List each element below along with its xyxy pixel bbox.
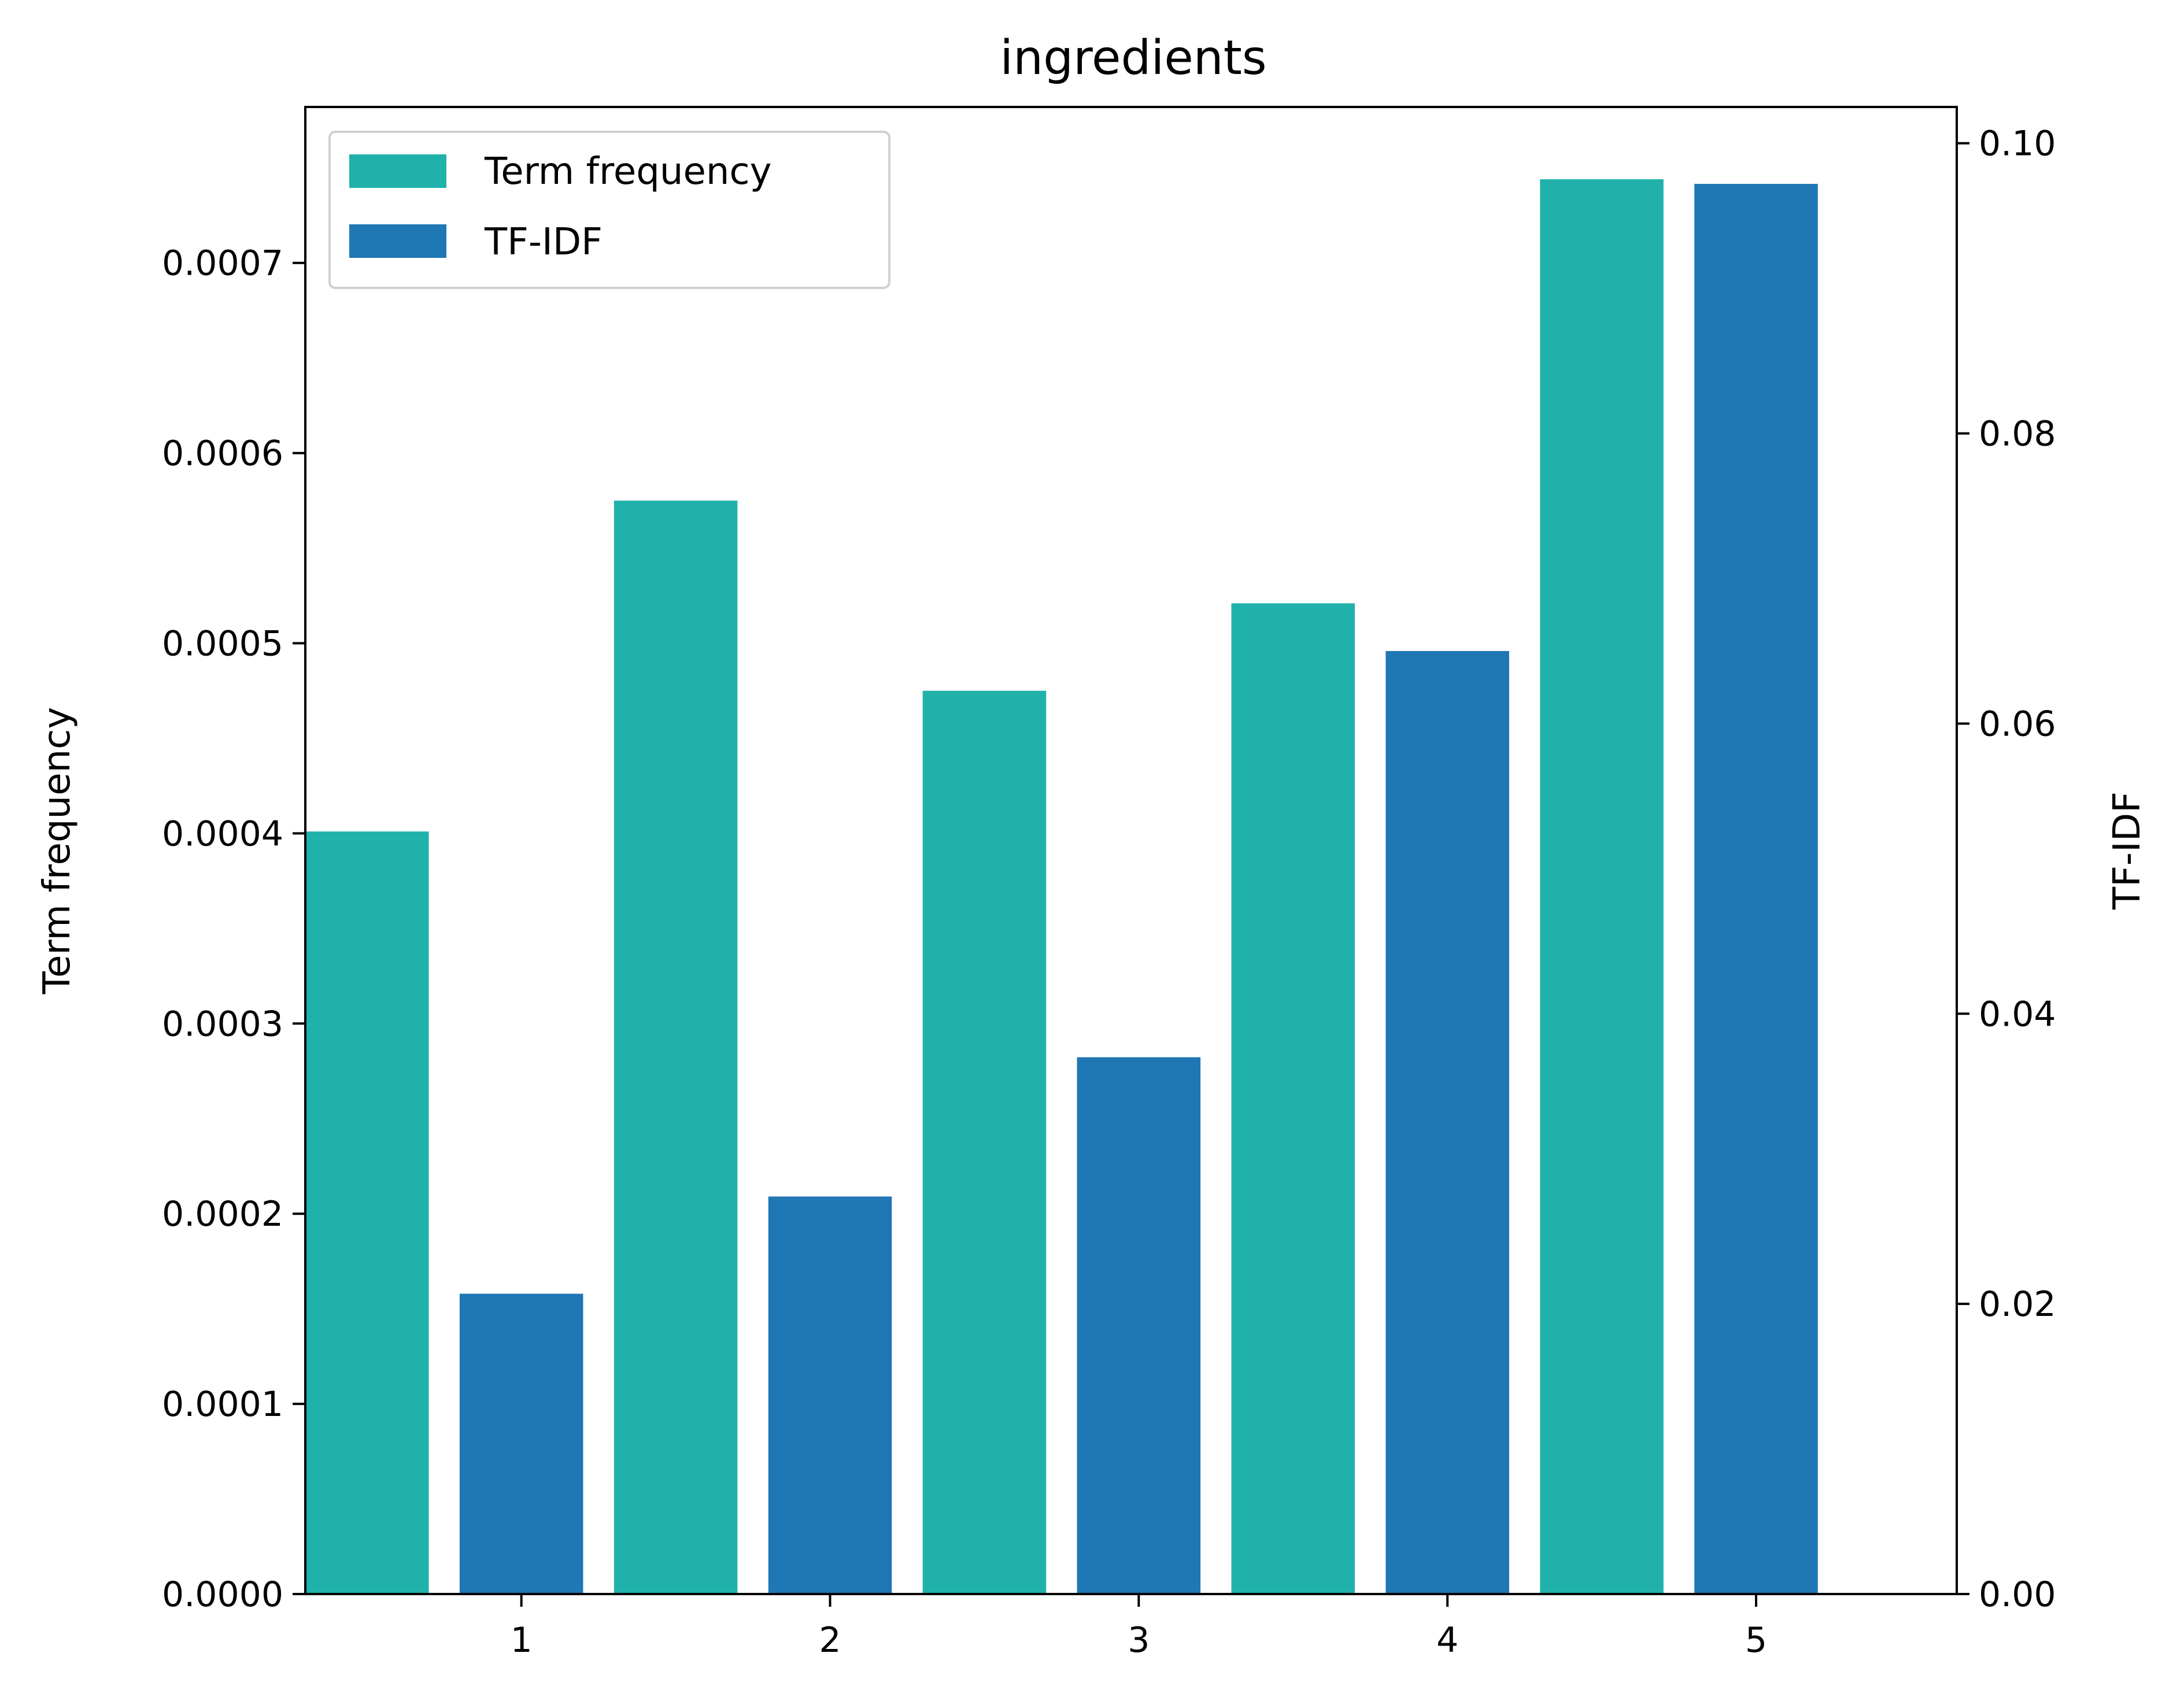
x-tick-label: 3 — [1128, 1620, 1150, 1661]
legend-swatch-tf-idf — [349, 224, 446, 258]
bars — [305, 179, 1818, 1595]
left-y-tick-label: 0.0006 — [162, 434, 283, 474]
bar-term-frequency-3 — [922, 690, 1047, 1594]
right-y-axis-ticks: 0.00 0.02 0.04 0.06 0.08 0.10 — [1957, 124, 2056, 1615]
bar-term-frequency-4 — [1231, 603, 1355, 1594]
left-y-tick-label: 0.0002 — [162, 1194, 283, 1234]
plot-frame — [304, 106, 1958, 1595]
bar-tf-idf-2 — [768, 1196, 892, 1594]
right-y-tick-label: 0.02 — [1979, 1284, 2056, 1325]
right-y-tick-label: 0.00 — [1979, 1574, 2056, 1615]
bar-tf-idf-4 — [1385, 650, 1509, 1594]
x-tick-label: 2 — [819, 1620, 841, 1661]
legend-box — [328, 131, 890, 289]
left-y-tick-label: 0.0000 — [162, 1574, 283, 1615]
left-y-tick-label: 0.0001 — [162, 1384, 283, 1425]
legend-label-term-frequency: Term frequency — [484, 150, 771, 193]
left-y-tick-label: 0.0004 — [162, 813, 283, 854]
left-y-tick-label: 0.0007 — [162, 243, 283, 284]
left-y-tick-label: 0.0005 — [162, 623, 283, 664]
right-y-tick-label: 0.08 — [1979, 414, 2056, 454]
chart-title: ingredients — [1000, 31, 1266, 86]
x-axis-ticks: 1 2 3 4 5 — [511, 1594, 1767, 1661]
legend-label-tf-idf: TF-IDF — [484, 221, 603, 264]
x-tick-label: 1 — [511, 1620, 533, 1661]
bar-term-frequency-2 — [614, 500, 738, 1595]
left-y-tick-label: 0.0003 — [162, 1004, 283, 1044]
legend: Term frequency TF-IDF — [328, 131, 890, 289]
right-y-tick-label: 0.04 — [1979, 994, 2056, 1034]
bar-tf-idf-3 — [1077, 1057, 1201, 1594]
left-y-axis-ticks: 0.0000 0.0001 0.0002 0.0003 0.0004 0.0005 0.00… — [162, 243, 305, 1615]
bar-tf-idf-1 — [459, 1293, 583, 1594]
bar-term-frequency-5 — [1540, 179, 1664, 1594]
x-tick-label: 4 — [1436, 1620, 1458, 1661]
bar-tf-idf-5 — [1694, 183, 1818, 1594]
bar-term-frequency-1 — [305, 831, 429, 1594]
right-y-axis-label: TF-IDF — [2106, 792, 2149, 910]
legend-swatch-term-frequency — [349, 154, 446, 188]
right-y-tick-label: 0.10 — [1979, 124, 2056, 164]
right-y-tick-label: 0.06 — [1979, 704, 2056, 744]
left-y-axis-label: Term frequency — [36, 707, 79, 994]
x-tick-label: 5 — [1745, 1620, 1767, 1661]
